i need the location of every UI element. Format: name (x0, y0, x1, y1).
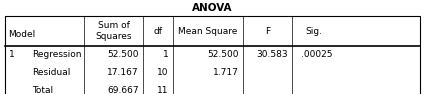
Text: ANOVA: ANOVA (192, 3, 233, 13)
Text: Residual: Residual (32, 68, 70, 77)
Bar (5, 16, 420, 94)
Text: Model: Model (8, 30, 36, 39)
Text: df: df (153, 27, 163, 36)
Text: 1.717: 1.717 (213, 68, 239, 77)
Text: 69.667: 69.667 (108, 86, 139, 94)
Text: Mean Square: Mean Square (178, 27, 238, 36)
Text: Sum of
Squares: Sum of Squares (95, 21, 132, 41)
Text: 10: 10 (157, 68, 169, 77)
Text: F: F (265, 27, 270, 36)
Text: 52.500: 52.500 (207, 50, 239, 60)
Text: .00025: .00025 (301, 50, 332, 60)
Text: Total: Total (32, 86, 53, 94)
Text: 17.167: 17.167 (108, 68, 139, 77)
Text: 11: 11 (157, 86, 169, 94)
Text: 1: 1 (163, 50, 169, 60)
Text: Sig.: Sig. (306, 27, 323, 36)
Text: 30.583: 30.583 (256, 50, 288, 60)
Text: Regression: Regression (32, 50, 81, 60)
Text: 1: 1 (8, 50, 14, 60)
Text: 52.500: 52.500 (108, 50, 139, 60)
